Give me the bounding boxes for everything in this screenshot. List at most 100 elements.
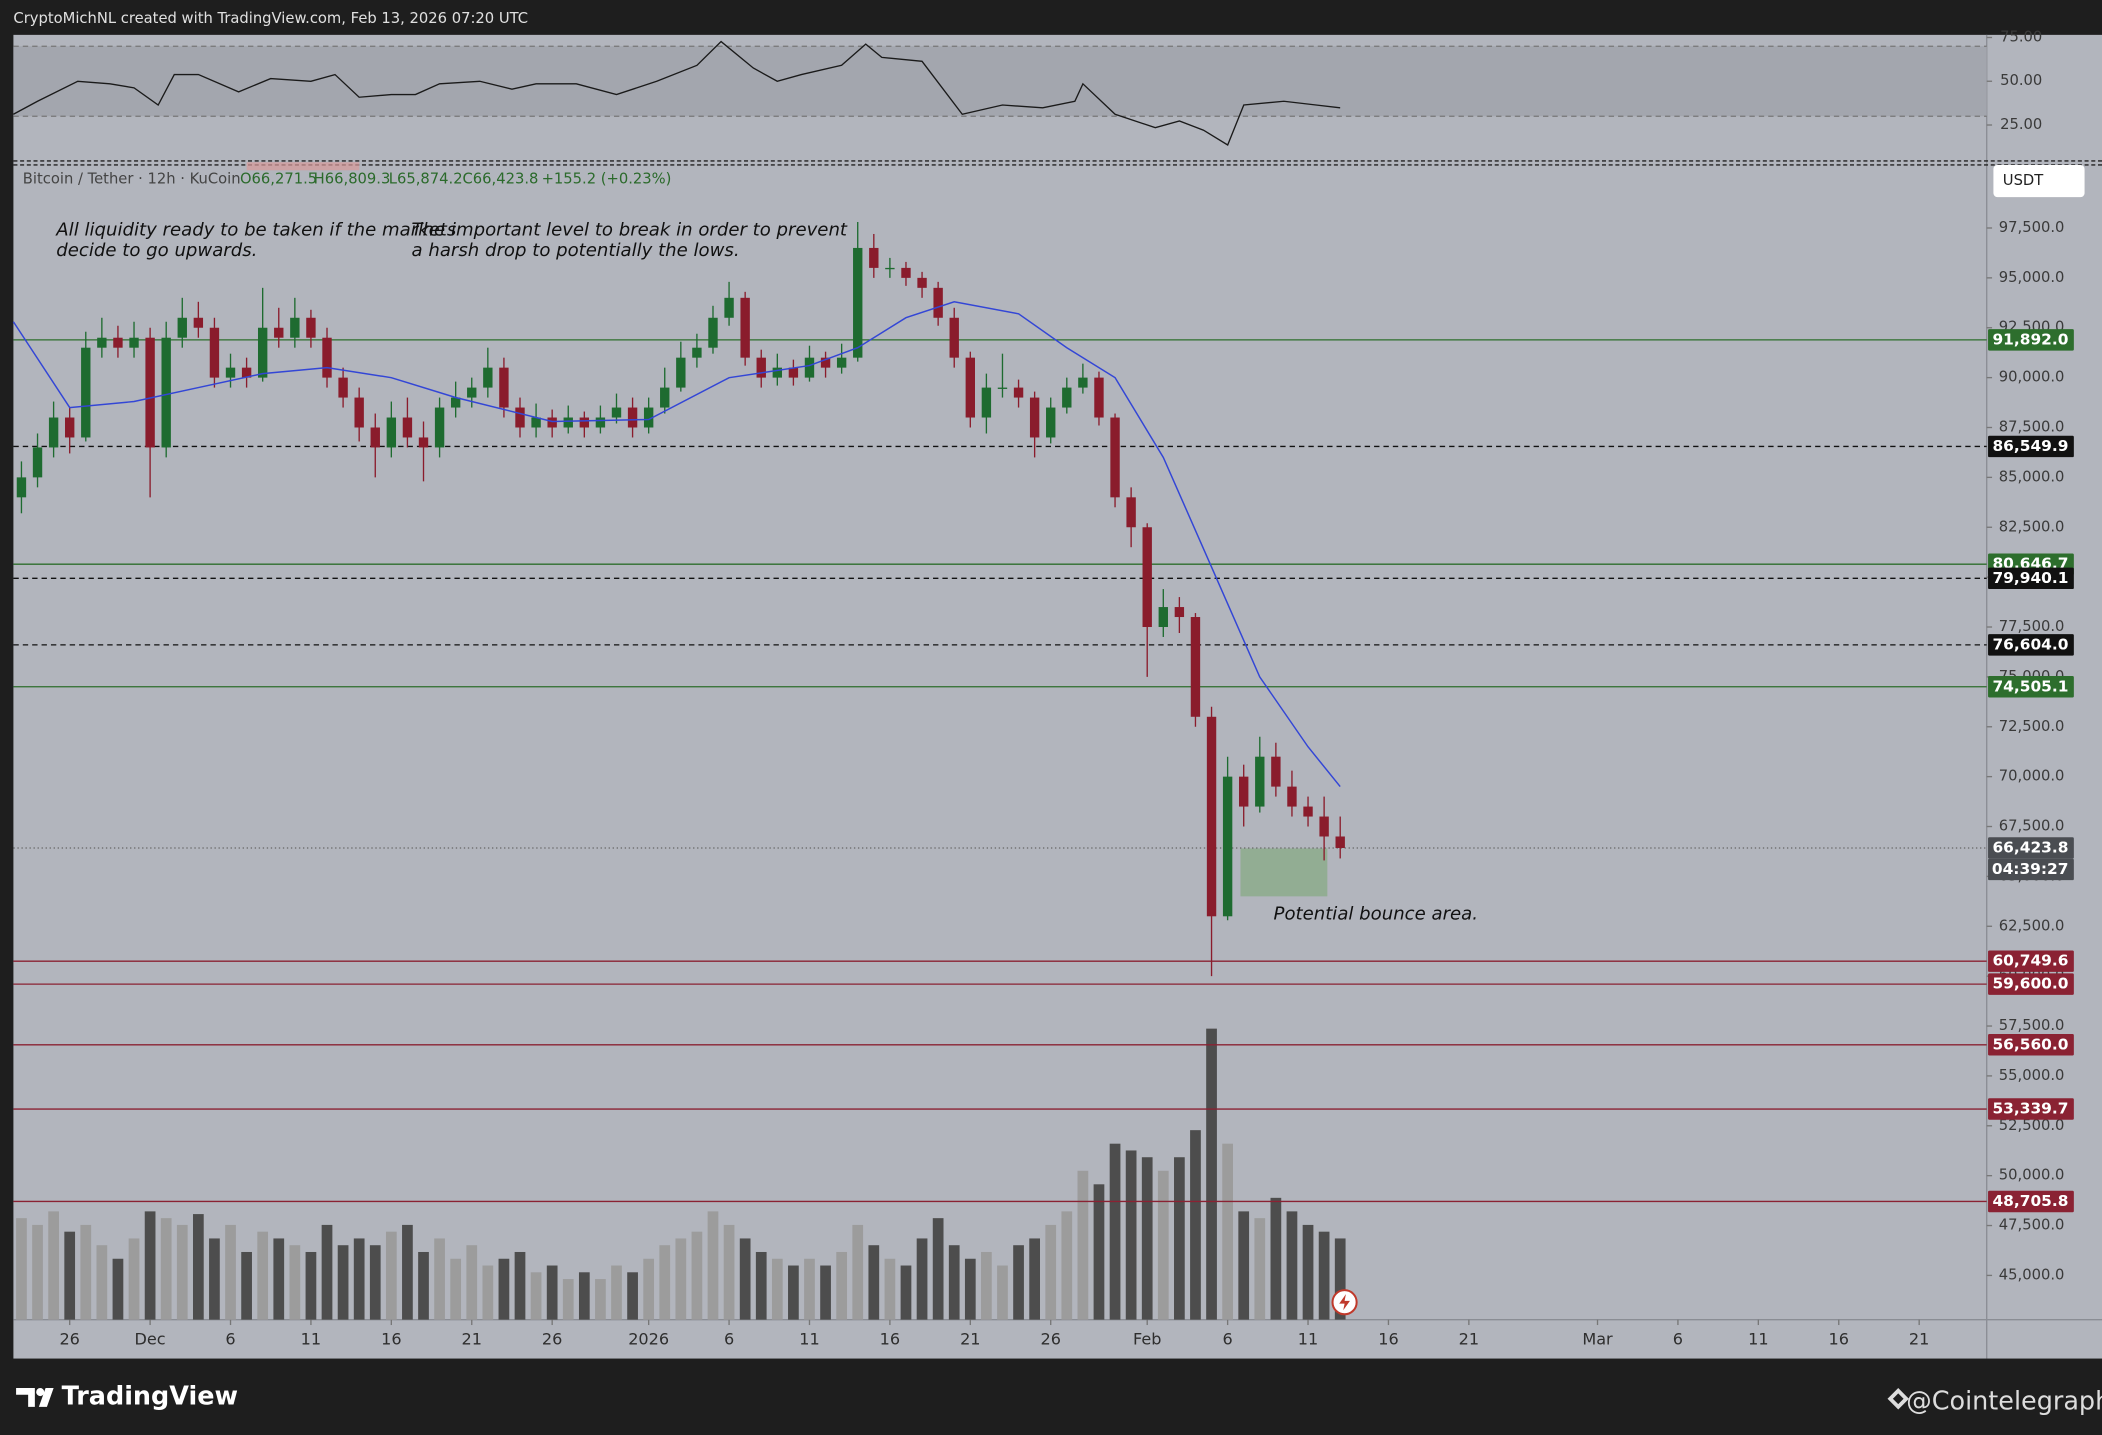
x-tick-label: Feb: [1133, 1329, 1161, 1348]
volume-bar: [1061, 1211, 1073, 1320]
credit-icon: [1887, 1388, 1909, 1410]
candle-body: [1335, 836, 1345, 848]
annotation: decide to go upwards.: [56, 240, 257, 261]
volume-bar: [514, 1251, 526, 1320]
candle-body: [740, 297, 750, 358]
x-tick-label: 11: [1298, 1329, 1318, 1348]
candle-body: [483, 367, 493, 388]
moving-average: [12, 300, 1341, 788]
volume-bar: [482, 1265, 494, 1320]
y-tick-label: 57,500.0: [1999, 1017, 2065, 1034]
candle-body: [1142, 527, 1152, 628]
candle-body: [65, 417, 75, 438]
volume-bar: [418, 1251, 429, 1320]
legend-symbol: Bitcoin / Tether · 12h · KuCoin: [23, 171, 241, 188]
tradingview-logo: [16, 1388, 54, 1407]
legend-high: H66,809.3: [314, 171, 391, 188]
candle-body: [660, 387, 670, 408]
brand: TradingView: [62, 1381, 238, 1411]
legend-highlight: [246, 162, 360, 171]
candle-body: [708, 317, 718, 348]
currency-button[interactable]: [1993, 164, 2085, 198]
level-tag-bg: [1988, 1034, 2074, 1056]
candle-body: [145, 337, 155, 448]
candle-body: [772, 367, 783, 378]
candle-body: [724, 297, 734, 318]
x-tick-label: 21: [462, 1329, 482, 1348]
candle-body: [515, 407, 525, 428]
volume-bar: [32, 1224, 43, 1320]
candle-body: [467, 387, 477, 398]
candle-body: [1271, 756, 1281, 787]
level-tag-bg: [1988, 435, 2074, 458]
candle-body: [322, 337, 332, 378]
candle-body: [563, 417, 573, 428]
volume-bar: [112, 1258, 124, 1320]
y-tick-label: 97,500.0: [1999, 219, 2065, 236]
candle-body: [853, 247, 863, 358]
volume-bar: [659, 1245, 671, 1320]
candle-body: [129, 337, 139, 348]
candle-body: [241, 367, 252, 378]
bounce-zone: [1240, 848, 1328, 897]
volume-bar: [1174, 1157, 1185, 1320]
volume-bar: [434, 1238, 445, 1320]
volume-bar: [337, 1245, 349, 1320]
y-tick-label: 62,500.0: [1999, 917, 2065, 934]
legend-open: O66,271.5: [240, 171, 317, 188]
rsi-tick-label: 75.00: [2000, 28, 2042, 45]
candle-body: [1013, 387, 1024, 398]
annotation: The important level to break in order to…: [412, 220, 848, 241]
level-tag: 79,940.1: [1992, 569, 2068, 587]
volume-bar: [289, 1245, 301, 1320]
volume-bar: [900, 1265, 912, 1320]
candle-body: [692, 347, 702, 358]
volume-bar: [192, 1214, 204, 1320]
level-tag: 53,339.7: [1992, 1100, 2068, 1118]
x-tick-label: 21: [1909, 1329, 1929, 1348]
volume-bar: [1125, 1150, 1137, 1320]
candle-body: [531, 417, 541, 428]
level-tag: 86,549.9: [1992, 437, 2068, 455]
x-tick-label: 26: [1040, 1329, 1060, 1348]
x-tick-label: Mar: [1582, 1329, 1613, 1348]
candle-body: [933, 287, 943, 318]
annotation: Potential bounce area.: [1274, 904, 1478, 925]
countdown-tag-bg: [1988, 858, 2074, 881]
x-tick-label: 26: [59, 1329, 79, 1348]
candle-body: [306, 317, 316, 338]
legend-change: +155.2 (+0.23%): [542, 171, 672, 188]
volume-bar: [932, 1218, 944, 1320]
level-tag-bg: [1988, 950, 2074, 972]
candle-body: [965, 357, 975, 418]
volume-bar: [804, 1258, 815, 1320]
candle-body: [499, 367, 509, 408]
candle-body: [1094, 377, 1104, 418]
volume-bar: [611, 1265, 622, 1320]
volume-bar: [96, 1245, 108, 1320]
volume-bar: [385, 1231, 397, 1320]
x-tick-label: 11: [799, 1329, 819, 1348]
annotation: a harsh drop to potentially the lows.: [412, 240, 740, 261]
level-tag-bg: [1988, 1098, 2074, 1120]
y-tick-label: 67,500.0: [1999, 818, 2065, 835]
volume-bar: [402, 1224, 413, 1320]
candle-body: [1158, 607, 1168, 628]
candle-body: [177, 317, 187, 338]
attribution: CryptoMichNL created with TradingView.co…: [13, 10, 528, 27]
y-tick-label: 77,500.0: [1999, 618, 2065, 635]
y-tick-label: 87,500.0: [1999, 418, 2065, 435]
credit: @Cointelegraph: [1906, 1387, 2102, 1417]
volume-bar: [1029, 1238, 1040, 1320]
volume-bar: [627, 1272, 638, 1320]
currency-label[interactable]: USDT: [2003, 172, 2044, 189]
volume-bar: [981, 1251, 992, 1320]
candle-body: [804, 357, 815, 378]
x-tick-label: Dec: [135, 1329, 166, 1348]
replay-icon[interactable]: [1331, 1289, 1358, 1316]
volume-bar: [321, 1224, 333, 1320]
candle-body: [434, 407, 445, 448]
candle-body: [869, 247, 879, 268]
level-tag: 60,749.6: [1992, 952, 2068, 970]
candle-body: [788, 367, 799, 378]
